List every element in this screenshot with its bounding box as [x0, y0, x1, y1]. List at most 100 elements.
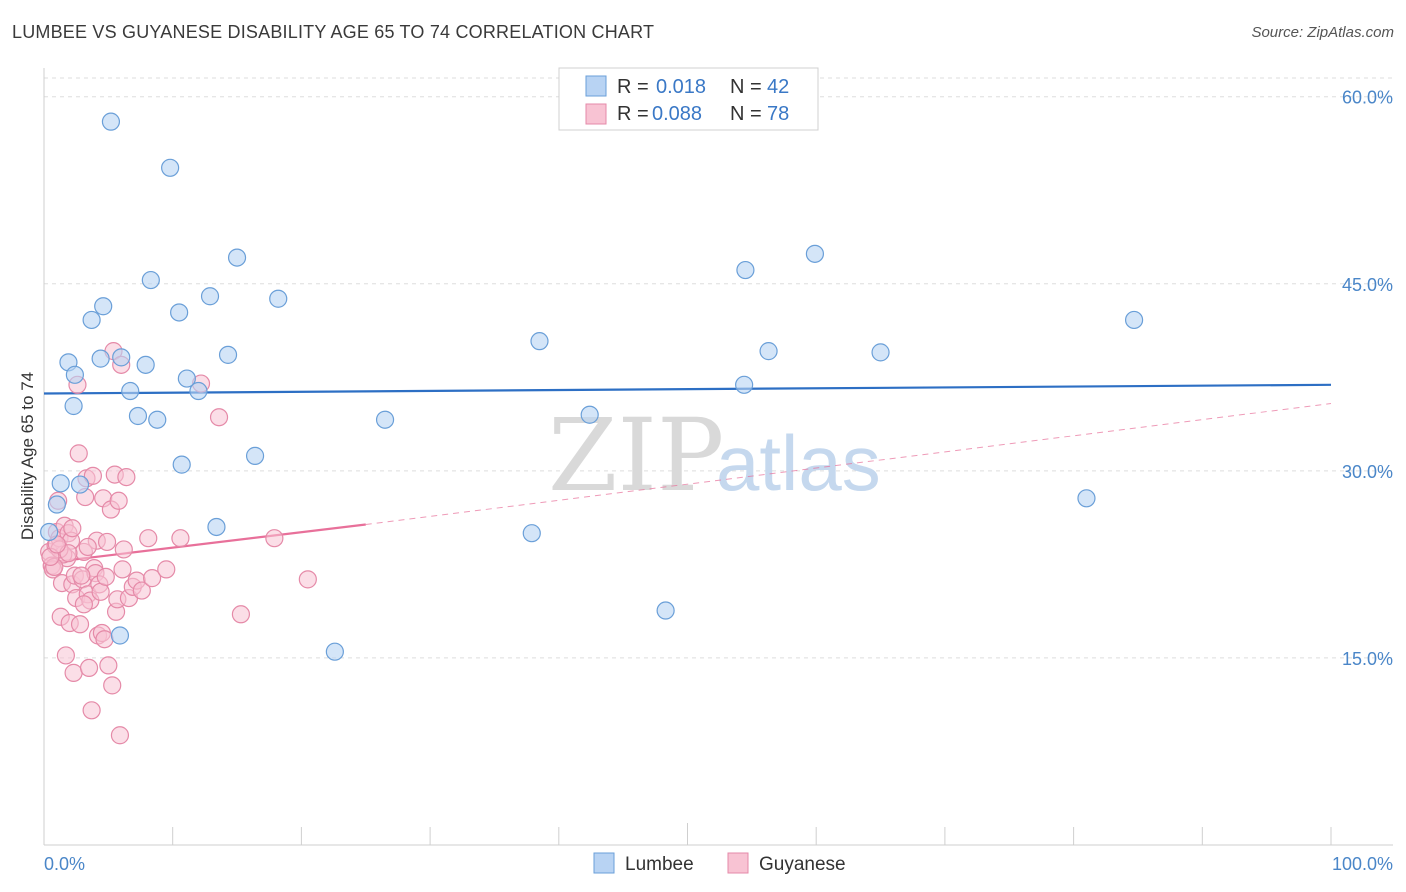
- lumbee-point-20: [148, 410, 167, 429]
- watermark-zip: ZIP: [548, 397, 724, 514]
- legend-guyanese-r-label: R =: [617, 103, 649, 125]
- y-tick-label-1: 30.0%: [1342, 462, 1393, 482]
- legend-guyanese-n-label: N =: [730, 103, 762, 125]
- guyanese-point-71: [72, 566, 91, 585]
- lumbee-point-18: [64, 396, 83, 416]
- lumbee-point-5: [200, 287, 220, 306]
- lumbee-point-33: [580, 405, 599, 424]
- lumbee-point-30: [325, 642, 344, 661]
- guyanese-point-16: [64, 663, 83, 682]
- watermark-atlas: atlas: [716, 419, 881, 507]
- guyanese-point-63: [298, 570, 317, 589]
- x-tick-label-min: 0.0%: [44, 854, 85, 874]
- grid-lines: [44, 77, 1393, 659]
- y-tick-labels: 15.0% 30.0% 45.0% 60.0%: [1342, 88, 1393, 669]
- x-tick-label-max: 100.0%: [1332, 854, 1393, 874]
- lumbee-point-6: [269, 289, 288, 308]
- lumbee-point-25: [70, 475, 90, 494]
- lumbee-point-1: [161, 158, 180, 177]
- legend-lumbee-r-value: 0.018: [656, 76, 706, 98]
- legend-lumbee-n-label: N =: [730, 76, 762, 98]
- bottom-legend-lumbee-label: Lumbee: [625, 854, 694, 875]
- guyanese-point-54: [132, 581, 151, 600]
- guyanese-point-77: [74, 595, 93, 614]
- guyanese-point-20: [70, 615, 90, 634]
- legend: R = 0.018 N = 42 R = 0.088 N = 78: [558, 67, 819, 131]
- guyanese-point-74: [97, 532, 117, 552]
- lumbee-point-0: [101, 112, 121, 131]
- lumbee-point-19: [128, 406, 148, 426]
- y-tick-label-2: 45.0%: [1342, 275, 1393, 295]
- lumbee-point-8: [82, 310, 101, 330]
- lumbee-point-10: [91, 349, 110, 368]
- guyanese-point-76: [63, 519, 82, 538]
- legend-lumbee-swatch: [585, 75, 607, 97]
- legend-guyanese-n-value: 78: [767, 103, 789, 125]
- lumbee-point-39: [871, 343, 890, 362]
- bottom-legend-lumbee-swatch: [593, 852, 615, 874]
- legend-lumbee-r-label: R =: [617, 76, 649, 98]
- lumbee-point-21: [375, 410, 395, 429]
- lumbee-point-37: [735, 375, 754, 394]
- guyanese-point-61: [231, 605, 251, 624]
- lumbee-point-11: [112, 348, 131, 367]
- lumbee-point-22: [172, 455, 191, 474]
- lumbee-point-7: [170, 303, 189, 322]
- legend-guyanese-swatch: [585, 103, 607, 125]
- lumbee-point-24: [51, 474, 70, 493]
- lumbee-point-34: [656, 601, 675, 620]
- guyanese-trendline-solid: [43, 523, 366, 565]
- guyanese-point-56: [143, 569, 162, 588]
- trend-lines: [43, 383, 1332, 565]
- guyanese-point-58: [171, 529, 190, 548]
- source-credit: Source: ZipAtlas.com: [1251, 24, 1394, 41]
- guyanese-point-26: [79, 658, 99, 678]
- lumbee-point-14: [65, 365, 84, 384]
- lumbee-point-17: [189, 381, 208, 401]
- axes: [43, 68, 1393, 846]
- guyanese-point-57: [157, 560, 176, 579]
- lumbee-point-16: [121, 381, 140, 401]
- lumbee-point-12: [136, 355, 155, 374]
- guyanese-point-60: [209, 408, 229, 427]
- lumbee-point-27: [40, 522, 59, 542]
- lumbee-point-32: [530, 332, 549, 351]
- lumbee-point-26: [47, 495, 66, 514]
- guyanese-point-67: [95, 630, 114, 649]
- lumbee-point-3: [141, 270, 160, 290]
- y-tick-label-3: 60.0%: [1342, 88, 1393, 108]
- lumbee-point-29: [110, 626, 130, 645]
- guyanese-point-72: [78, 537, 97, 557]
- guyanese-points: [40, 342, 317, 745]
- lumbee-point-36: [759, 342, 778, 361]
- bottom-legend-guyanese-label: Guyanese: [759, 854, 846, 875]
- guyanese-point-28: [83, 466, 103, 485]
- guyanese-point-50: [117, 467, 136, 487]
- guyanese-point-66: [82, 701, 101, 720]
- lumbee-point-41: [1077, 489, 1096, 508]
- guyanese-point-62: [265, 529, 284, 548]
- guyanese-point-55: [139, 529, 158, 548]
- lumbee-point-23: [245, 446, 265, 465]
- guyanese-trendline-dashed: [365, 403, 1332, 525]
- guyanese-point-10: [56, 646, 75, 665]
- guyanese-point-38: [99, 656, 118, 675]
- guyanese-point-48: [113, 560, 132, 579]
- guyanese-point-49: [114, 540, 133, 559]
- lumbee-point-4: [94, 297, 113, 316]
- lumbee-point-38: [805, 244, 825, 263]
- lumbee-point-28: [207, 517, 226, 537]
- legend-lumbee-n-value: 42: [767, 76, 789, 98]
- guyanese-point-40: [103, 676, 122, 695]
- lumbee-point-15: [177, 369, 196, 388]
- guyanese-point-19: [69, 444, 88, 463]
- y-tick-label-0: 15.0%: [1342, 649, 1393, 669]
- lumbee-points: [40, 112, 1144, 661]
- legend-guyanese-r-value: 0.088: [652, 103, 702, 125]
- guyanese-point-37: [96, 567, 115, 586]
- lumbee-point-2: [227, 248, 247, 267]
- guyanese-point-46: [110, 726, 130, 745]
- lumbee-point-31: [522, 524, 541, 543]
- bottom-legend-guyanese-swatch: [727, 852, 749, 874]
- chart-title: LUMBEE VS GUYANESE DISABILITY AGE 65 TO …: [12, 22, 655, 42]
